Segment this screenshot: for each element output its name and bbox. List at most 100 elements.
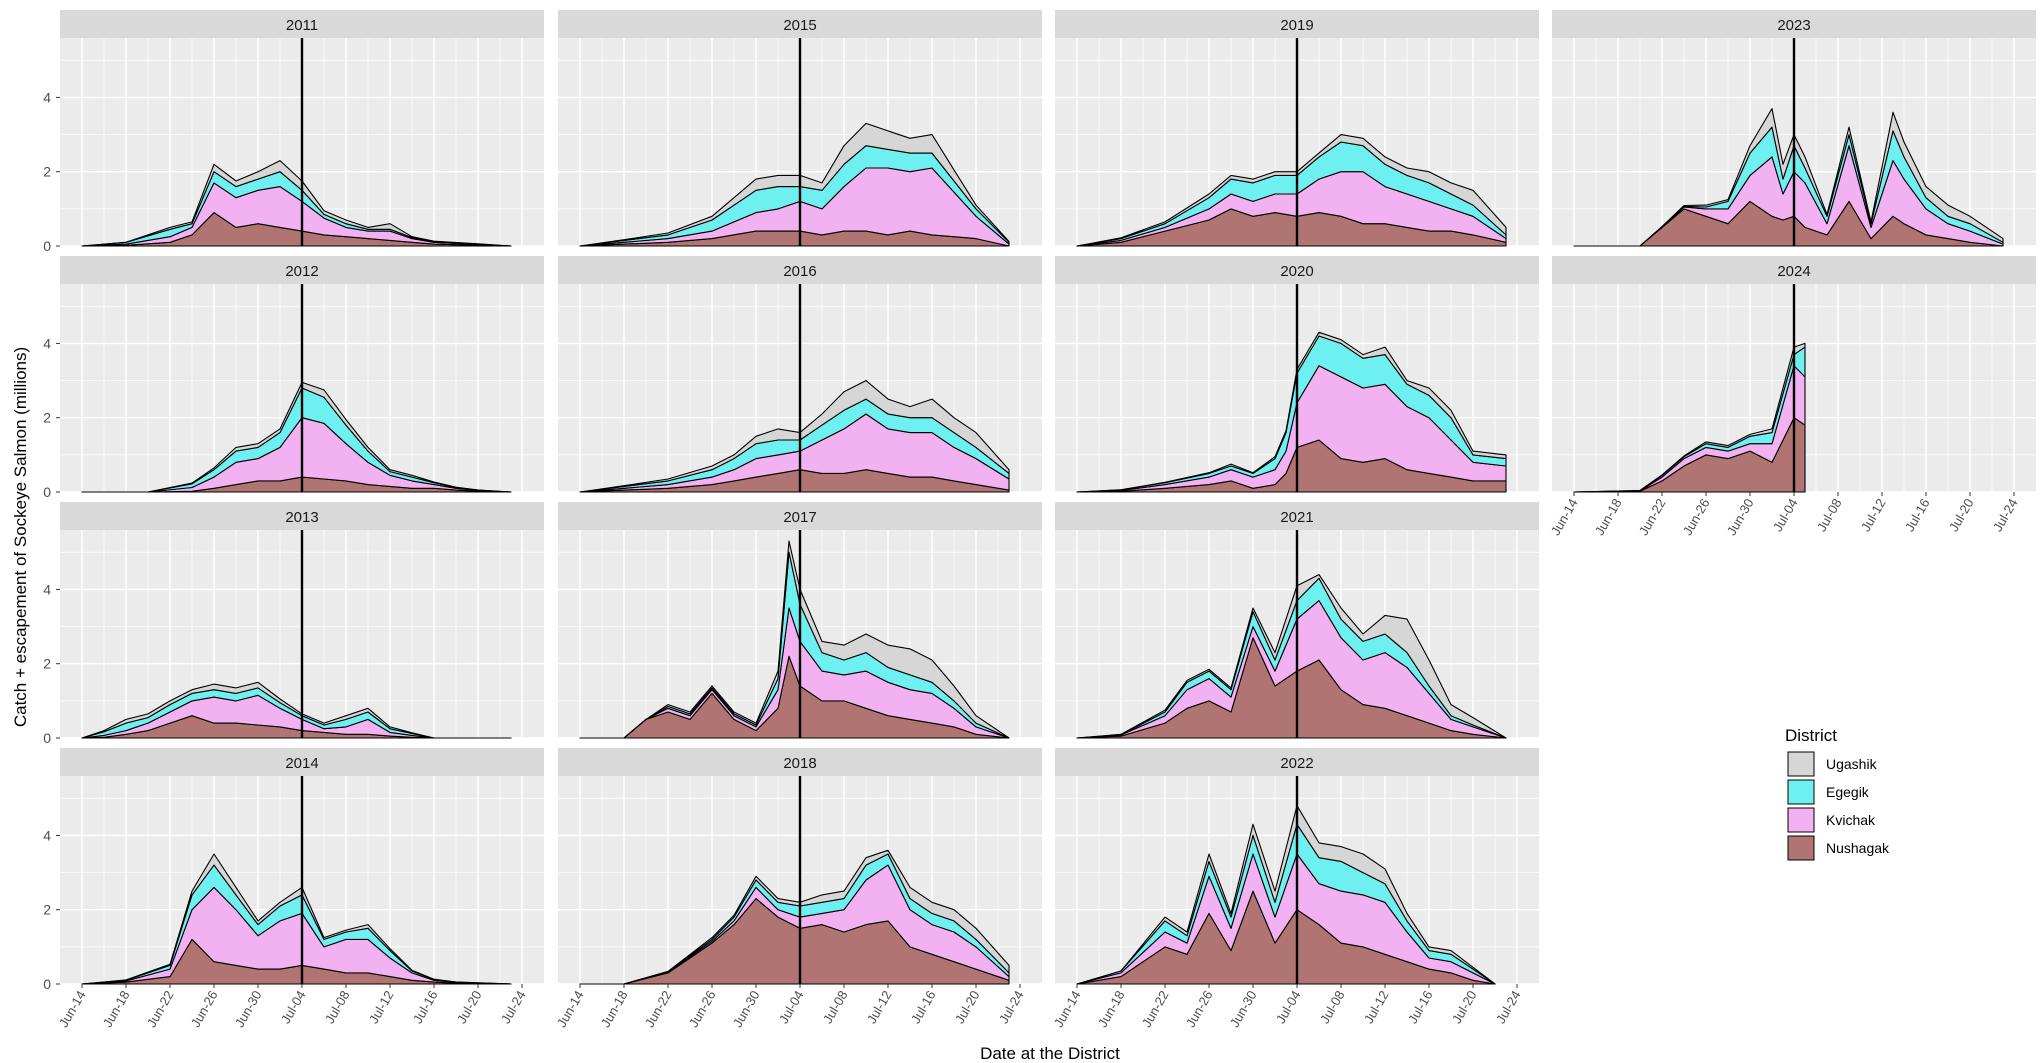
x-tick-label: Jun-14 <box>1548 496 1581 538</box>
y-axis-title: Catch + escapement of Sockeye Salmon (mi… <box>11 347 30 727</box>
y-tick-label: 0 <box>43 976 51 992</box>
x-tick-label: Jun-18 <box>100 988 133 1030</box>
x-tick-label: Jul-08 <box>1317 988 1348 1026</box>
y-tick-label: 0 <box>43 730 51 746</box>
facet-strip <box>60 748 544 776</box>
x-tick-label: Jun-22 <box>144 988 177 1030</box>
facet-strip-label: 2021 <box>1280 509 1313 526</box>
facet-strip <box>1552 256 2036 284</box>
facet-panel-2024: 2024 Jun-14 Jun-18 Jun-22 Jun-26 Jun-30 Jul-04… <box>1548 256 2036 538</box>
x-tick-label: Jul-08 <box>322 988 353 1026</box>
x-tick-label: Jun-26 <box>1183 988 1216 1030</box>
legend-label-nushagak: Nushagak <box>1826 840 1890 856</box>
legend-label-kvichak: Kvichak <box>1826 812 1876 828</box>
facet-strip <box>558 10 1042 38</box>
facet-strip <box>1055 502 1539 530</box>
area-ugashik <box>1573 342 1806 493</box>
facet-panel-2014: 2014 0 2 4 Jun-14 Jun-18 Jun-22 Jun-26 Jun-30 Jul… <box>43 748 544 1030</box>
legend-key-nushagak <box>1787 835 1815 861</box>
facet-strip-label: 2014 <box>285 755 318 772</box>
legend-label-egegik: Egegik <box>1826 784 1870 800</box>
x-tick-label: Jul-24 <box>498 988 529 1026</box>
facet-strip <box>1055 748 1539 776</box>
x-tick-label: Jun-22 <box>642 988 675 1030</box>
area-ugashik <box>81 381 512 493</box>
x-tick-label: Jul-24 <box>996 988 1027 1026</box>
facet-strip <box>60 10 544 38</box>
area-ugashik <box>579 849 1010 985</box>
facet-panel-2017: 2017 <box>558 502 1042 739</box>
y-tick-label: 2 <box>43 656 51 672</box>
legend-key-egegik <box>1787 779 1815 805</box>
y-tick-label: 4 <box>43 89 51 105</box>
x-tick-label: Jul-08 <box>1814 496 1845 534</box>
x-tick-label: Jul-20 <box>1946 496 1977 534</box>
x-tick-label: Jul-16 <box>1405 988 1436 1026</box>
facet-panel-2011: 2011 0 2 4 <box>43 10 544 254</box>
x-tick-label: Jul-24 <box>1990 496 2021 534</box>
x-tick-label: Jul-16 <box>410 988 441 1026</box>
facet-strip <box>60 502 544 530</box>
facet-strip-label: 2018 <box>783 755 816 772</box>
x-tick-label: Jul-08 <box>820 988 851 1026</box>
facet-strip-label: 2011 <box>286 17 318 34</box>
area-ugashik <box>1076 134 1507 247</box>
x-tick-label: Jun-14 <box>56 988 89 1030</box>
y-tick-label: 4 <box>43 335 51 351</box>
facet-strip-label: 2013 <box>285 509 318 526</box>
legend-title: District <box>1785 726 1837 745</box>
y-tick-label: 2 <box>43 164 51 180</box>
x-tick-label: Jul-12 <box>1361 988 1392 1026</box>
x-tick-label: Jul-04 <box>776 988 807 1026</box>
area-ugashik <box>81 853 512 985</box>
x-tick-label: Jun-18 <box>1592 496 1625 538</box>
x-tick-label: Jun-22 <box>1636 496 1669 538</box>
area-ugashik <box>579 380 1010 493</box>
facet-strip-label: 2019 <box>1280 17 1313 34</box>
facet-strip <box>558 748 1042 776</box>
x-tick-label: Jul-04 <box>1273 988 1304 1026</box>
y-tick-label: 0 <box>43 484 51 500</box>
y-tick-label: 0 <box>43 238 51 254</box>
area-ugashik <box>81 681 512 739</box>
legend-items: Ugashik Egegik Kvichak Nushagak <box>1787 751 1890 861</box>
legend-key-kvichak <box>1787 807 1815 833</box>
x-tick-label: Jul-12 <box>1858 496 1889 534</box>
facet-panel-2016: 2016 <box>558 256 1042 493</box>
x-tick-label: Jun-30 <box>1724 496 1757 538</box>
y-tick-label: 2 <box>43 902 51 918</box>
area-ugashik <box>81 160 512 247</box>
x-tick-label: Jul-16 <box>908 988 939 1026</box>
facet-panel-2018: 2018 Jun-14 Jun-18 Jun-22 Jun-26 Jun-30 Jul-04… <box>554 748 1042 1030</box>
facet-panel-2021: 2021 <box>1055 502 1539 739</box>
legend-key-ugashik <box>1787 751 1815 777</box>
x-tick-label: Jun-30 <box>232 988 265 1030</box>
x-tick-label: Jul-16 <box>1902 496 1933 534</box>
facet-strip <box>558 256 1042 284</box>
area-ugashik <box>1076 574 1507 739</box>
x-tick-label: Jun-18 <box>1095 988 1128 1030</box>
facet-strip <box>1055 10 1539 38</box>
y-tick-label: 4 <box>43 827 51 843</box>
facet-panel-2012: 2012 0 2 4 <box>43 256 544 500</box>
facet-strip-label: 2015 <box>783 17 816 34</box>
y-tick-label: 4 <box>43 581 51 597</box>
legend-label-ugashik: Ugashik <box>1826 756 1878 772</box>
x-tick-label: Jul-24 <box>1493 988 1524 1026</box>
x-tick-label: Jun-26 <box>686 988 719 1030</box>
x-tick-label: Jun-26 <box>1680 496 1713 538</box>
x-tick-label: Jul-04 <box>1770 496 1801 534</box>
y-tick-label: 2 <box>43 410 51 426</box>
x-tick-label: Jun-30 <box>730 988 763 1030</box>
x-tick-label: Jun-18 <box>598 988 631 1030</box>
area-ugashik <box>1076 331 1507 493</box>
x-tick-label: Jul-20 <box>1449 988 1480 1026</box>
facet-strip-label: 2024 <box>1777 263 1810 280</box>
facet-panel-2020: 2020 <box>1055 256 1539 493</box>
x-tick-label: Jun-22 <box>1139 988 1172 1030</box>
x-axis-title: Date at the District <box>980 1044 1120 1063</box>
facet-panel-2022: 2022 Jun-14 Jun-18 Jun-22 Jun-26 Jun-30 Jul-04… <box>1051 748 1539 1030</box>
x-tick-label: Jun-14 <box>554 988 587 1030</box>
facet-strip <box>1055 256 1539 284</box>
